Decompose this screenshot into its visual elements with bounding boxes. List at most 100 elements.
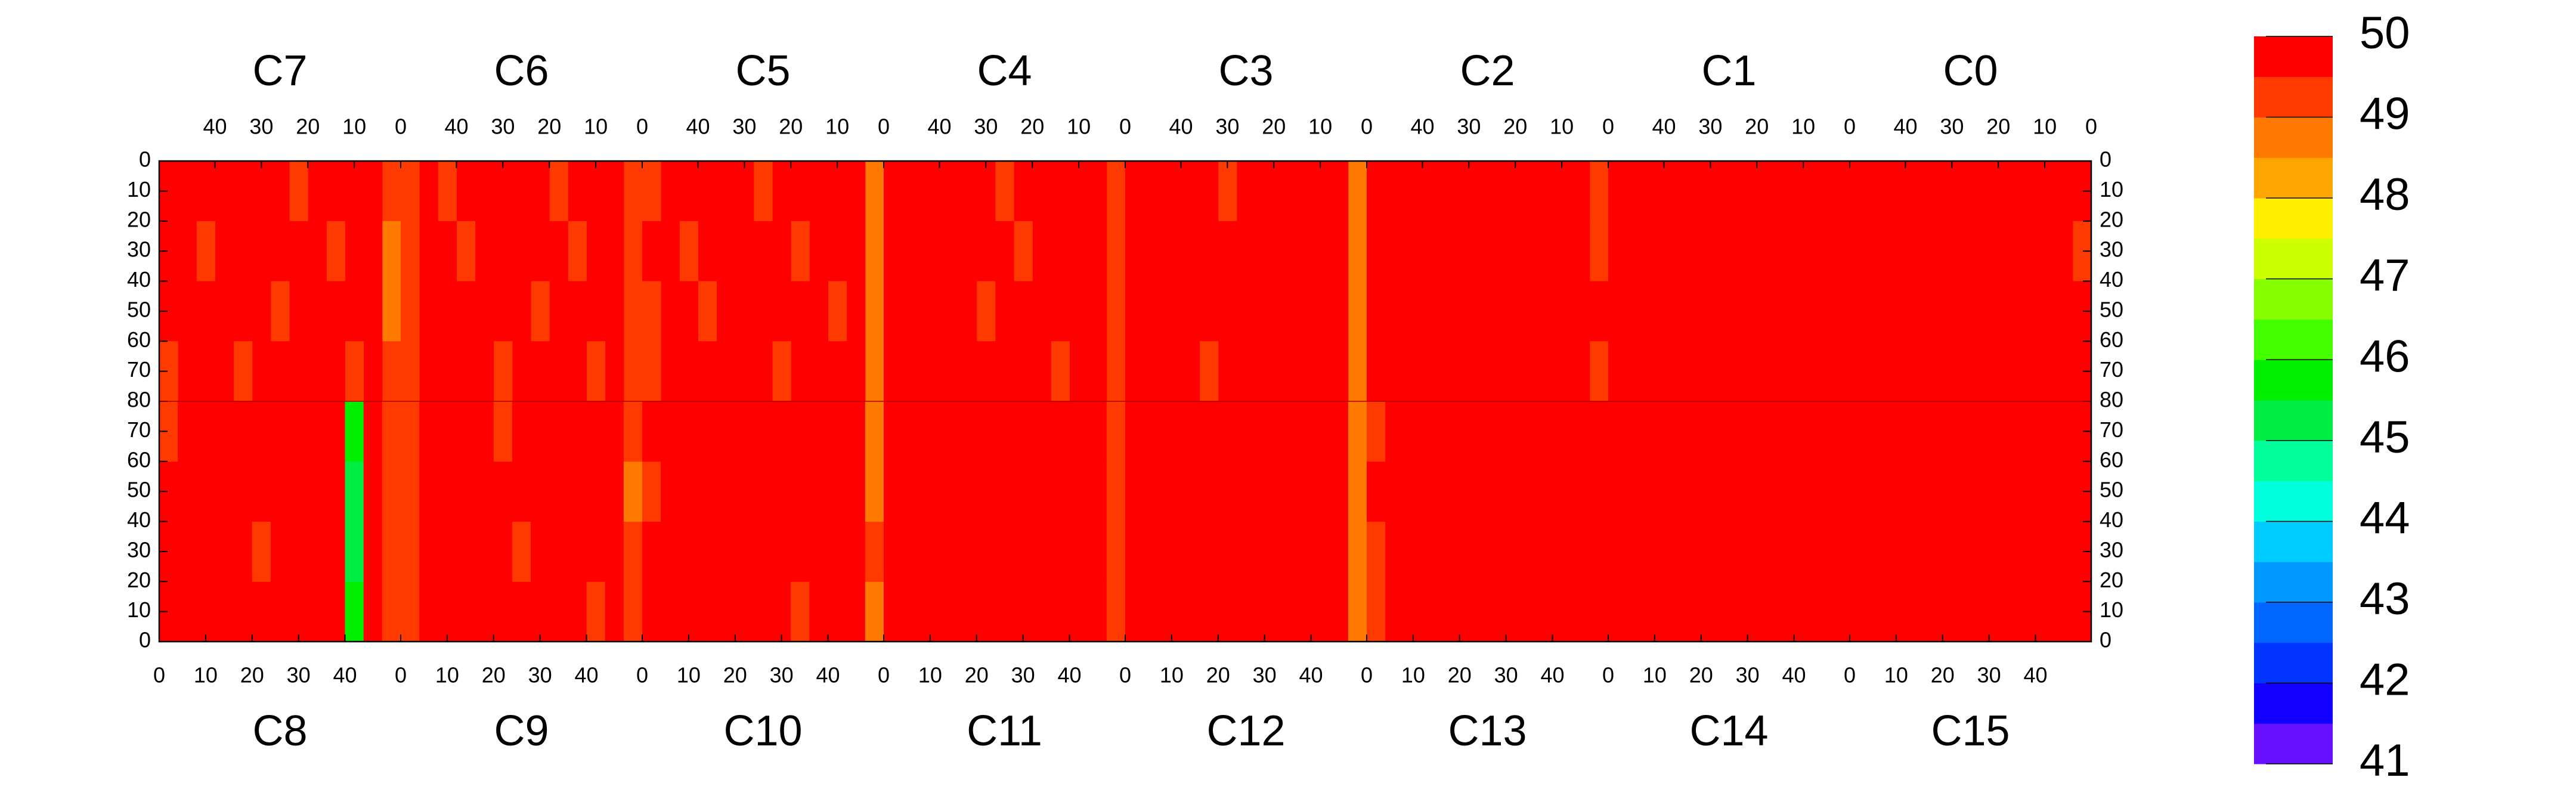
heat-cell xyxy=(976,581,996,642)
heat-cell xyxy=(531,461,550,522)
heat-cell xyxy=(531,161,550,222)
heat-cell xyxy=(1571,161,1590,222)
heat-cell xyxy=(1831,161,1850,222)
x-tick-label: 20 xyxy=(1689,663,1713,688)
heat-cell xyxy=(178,401,197,462)
heat-cell xyxy=(846,461,866,522)
heat-cell xyxy=(1459,281,1479,342)
heat-cell xyxy=(958,521,977,582)
heat-cell xyxy=(1367,461,1386,522)
x-tick-label: 0 xyxy=(636,663,648,688)
heat-cell xyxy=(456,581,476,642)
heat-cell xyxy=(1552,581,1572,642)
heat-cell xyxy=(1422,221,1442,281)
heat-cell xyxy=(1868,521,1887,582)
heat-cell xyxy=(308,221,327,281)
heat-cell xyxy=(363,281,383,342)
heat-cell xyxy=(772,461,791,522)
heat-cell xyxy=(1236,341,1256,402)
heat-cell xyxy=(1441,161,1460,222)
heat-cell xyxy=(1292,341,1312,402)
x-tick-label: 0 xyxy=(395,114,407,139)
heat-cell xyxy=(1144,161,1163,222)
heat-cell xyxy=(1719,581,1739,642)
heat-cell xyxy=(605,521,624,582)
heat-cell xyxy=(549,521,568,582)
heat-cell xyxy=(772,521,791,582)
heat-cell xyxy=(1441,521,1460,582)
heat-cell xyxy=(1069,221,1089,281)
heat-cell xyxy=(1627,341,1646,402)
x-tick-label: 40 xyxy=(1782,663,1806,688)
heat-cell xyxy=(1404,341,1423,402)
heat-cell xyxy=(568,521,587,582)
heat-cell xyxy=(1292,281,1312,342)
heat-cell xyxy=(1812,581,1832,642)
heat-cell xyxy=(1571,281,1590,342)
heat-cell xyxy=(493,221,513,281)
heat-cell xyxy=(419,341,438,402)
heat-cell xyxy=(679,161,698,222)
heat-cell xyxy=(828,341,847,402)
heat-cell xyxy=(493,281,513,342)
heat-cell xyxy=(1051,401,1070,462)
heat-cell xyxy=(976,461,996,522)
heat-cell xyxy=(549,401,568,462)
heat-cell xyxy=(902,581,921,642)
heat-cell xyxy=(1497,401,1516,462)
heat-cell xyxy=(1236,521,1256,582)
heat-cell xyxy=(1571,341,1590,402)
heat-cell xyxy=(1125,221,1144,281)
heat-cell xyxy=(1106,401,1126,462)
heat-cell xyxy=(753,341,773,402)
color-bar-segment xyxy=(2254,481,2333,522)
heat-cell xyxy=(475,281,494,342)
heat-cell xyxy=(1311,461,1330,522)
heat-cell xyxy=(456,461,476,522)
x-tick-label: 20 xyxy=(1745,114,1769,139)
heat-cell xyxy=(1589,461,1609,522)
heat-cell xyxy=(753,521,773,582)
heat-cell xyxy=(698,341,717,402)
heat-cell xyxy=(1329,581,1349,642)
heat-cell xyxy=(1998,401,2017,462)
heat-cell xyxy=(549,461,568,522)
heat-cell xyxy=(1181,161,1200,222)
heat-cell xyxy=(846,221,866,281)
heat-cell xyxy=(735,281,754,342)
heat-cell xyxy=(623,161,643,222)
heat-cell xyxy=(1924,461,1943,522)
heat-cell xyxy=(382,401,401,462)
heat-cell xyxy=(1627,521,1646,582)
color-bar-label: 41 xyxy=(2360,735,2410,786)
heat-cell xyxy=(1794,221,1813,281)
heat-cell xyxy=(549,161,568,222)
x-tick-label: 20 xyxy=(1020,114,1044,139)
heat-cell xyxy=(1757,221,1776,281)
heat-cell xyxy=(1887,221,1906,281)
heat-cell xyxy=(1831,581,1850,642)
heat-cell xyxy=(1757,401,1776,462)
heat-cell xyxy=(568,221,587,281)
heat-cell xyxy=(1942,341,1962,402)
frame xyxy=(158,160,2092,643)
heat-cell xyxy=(772,401,791,462)
heat-cell xyxy=(252,221,271,281)
heat-cell xyxy=(531,581,550,642)
heat-cell xyxy=(1998,461,2017,522)
heat-cell xyxy=(809,401,829,462)
x-tick-label: 30 xyxy=(249,114,273,139)
heat-cell xyxy=(363,581,383,642)
heat-cell xyxy=(1645,581,1664,642)
heat-cell xyxy=(661,461,680,522)
heat-cell xyxy=(270,581,290,642)
heat-cell xyxy=(549,281,568,342)
heat-cell xyxy=(1106,281,1126,342)
y-tick-label: 60 xyxy=(2100,447,2123,472)
heat-cell xyxy=(1757,461,1776,522)
heat-cell xyxy=(642,161,661,222)
heat-cell xyxy=(1980,461,1999,522)
heat-cell xyxy=(1069,581,1089,642)
heat-cell xyxy=(846,521,866,582)
heat-cell xyxy=(623,461,643,522)
